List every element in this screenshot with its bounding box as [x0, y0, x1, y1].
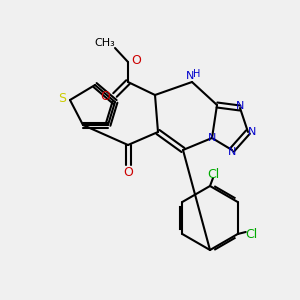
Text: Cl: Cl: [246, 227, 258, 241]
Text: CH₃: CH₃: [94, 38, 116, 48]
Text: O: O: [100, 91, 110, 103]
Text: N: N: [208, 133, 216, 143]
Text: S: S: [58, 92, 66, 104]
Text: N: N: [236, 101, 244, 111]
Text: H: H: [193, 69, 201, 79]
Text: O: O: [131, 53, 141, 67]
Text: O: O: [123, 166, 133, 178]
Text: N: N: [186, 71, 194, 81]
Text: N: N: [228, 147, 236, 157]
Text: N: N: [248, 127, 256, 137]
Text: Cl: Cl: [207, 167, 219, 181]
